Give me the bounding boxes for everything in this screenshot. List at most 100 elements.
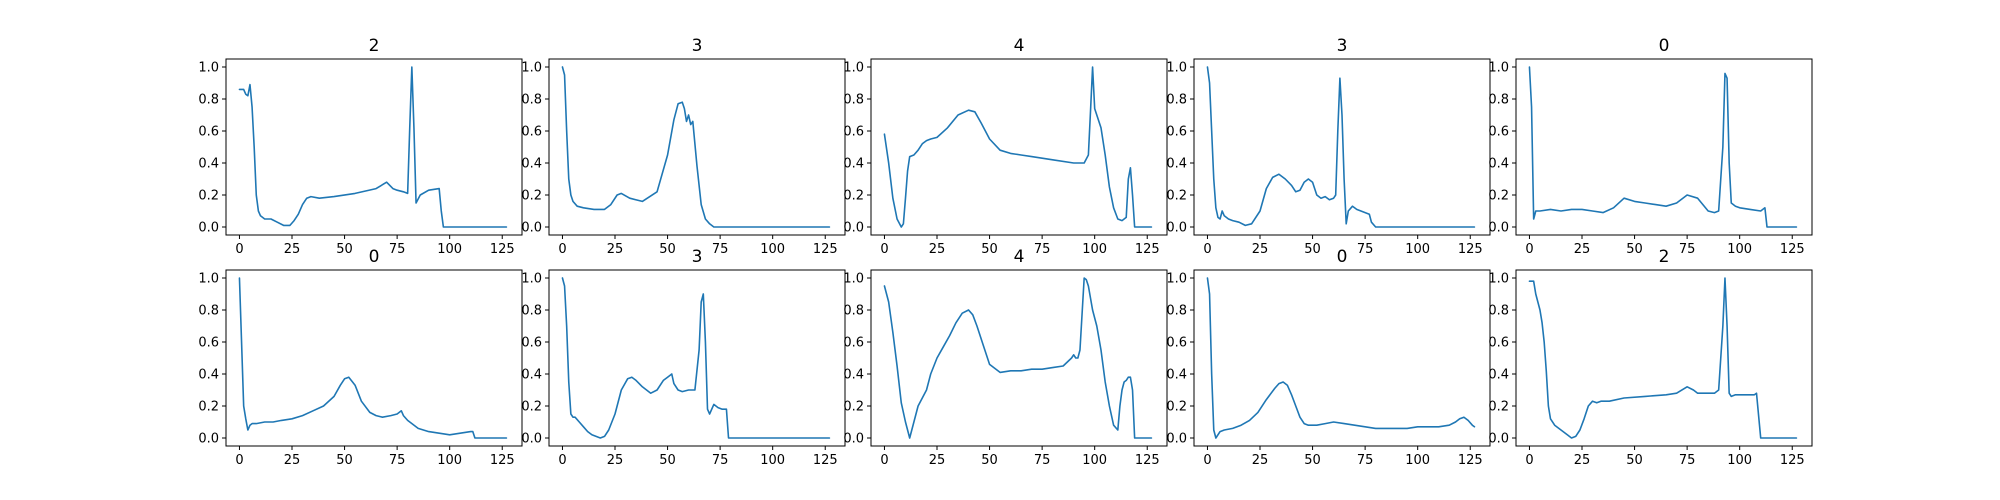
y-tick-label: 0.2 xyxy=(1166,400,1187,415)
y-tick-label: 1.0 xyxy=(521,272,542,287)
subplot-9: 0 0 25 50 75 100 125 0.0 0.2 0.4 0.6 0.8 1.0 xyxy=(1166,247,1491,468)
axes-frame xyxy=(225,58,523,236)
x-tick-label: 100 xyxy=(1082,453,1107,468)
y-tick-label: 0.8 xyxy=(198,304,219,319)
y-tick-label: 0.2 xyxy=(198,189,219,204)
x-tick-label: 25 xyxy=(607,453,624,468)
x-tick-label: 100 xyxy=(1405,242,1430,257)
y-tick-label: 0.8 xyxy=(1166,304,1187,319)
y-tick-label: 0.0 xyxy=(843,221,864,236)
y-tick-label: 0.6 xyxy=(843,125,864,140)
y-tick-label: 0.0 xyxy=(1488,221,1509,236)
x-tick-label: 0 xyxy=(1525,453,1533,468)
axes-frame xyxy=(1193,58,1491,236)
x-tick-label: 0 xyxy=(235,453,243,468)
x-tick-label: 100 xyxy=(1082,242,1107,257)
y-tick-label: 0.6 xyxy=(1166,336,1187,351)
subplot-title: 0 xyxy=(369,247,380,267)
y-tick-label: 0.8 xyxy=(1166,93,1187,108)
y-tick-label: 0.2 xyxy=(521,400,542,415)
y-tick-label: 0.6 xyxy=(1488,125,1509,140)
y-tick-label: 0.8 xyxy=(843,304,864,319)
series-line xyxy=(238,66,508,228)
axes-frame xyxy=(1515,269,1813,447)
x-tick-label: 25 xyxy=(1574,453,1591,468)
x-tick-label: 50 xyxy=(1626,242,1643,257)
x-tick-label: 75 xyxy=(389,242,406,257)
subplot-4: 3 0 25 50 75 100 125 0.0 0.2 0.4 0.6 0.8 1.0 xyxy=(1166,36,1491,257)
x-tick-label: 125 xyxy=(1135,242,1160,257)
x-tick-label: 100 xyxy=(1727,453,1752,468)
x-tick-label: 50 xyxy=(1304,242,1321,257)
x-tick-label: 0 xyxy=(558,242,566,257)
axes-frame xyxy=(548,269,846,447)
y-tick-label: 0.4 xyxy=(521,157,542,172)
y-tick-label: 0.8 xyxy=(1488,93,1509,108)
x-tick-label: 75 xyxy=(1034,242,1051,257)
x-tick-label: 100 xyxy=(437,242,462,257)
y-tick-label: 0.8 xyxy=(198,93,219,108)
series-line xyxy=(1206,66,1476,228)
x-tick-label: 25 xyxy=(607,242,624,257)
series-line xyxy=(561,66,831,228)
x-tick-label: 75 xyxy=(712,242,729,257)
y-tick-label: 0.2 xyxy=(843,400,864,415)
y-tick-label: 0.4 xyxy=(1166,157,1187,172)
x-tick-label: 75 xyxy=(1679,242,1696,257)
x-tick-label: 0 xyxy=(558,453,566,468)
x-tick-label: 25 xyxy=(1252,242,1269,257)
x-tick-label: 50 xyxy=(1304,453,1321,468)
x-tick-label: 25 xyxy=(1574,242,1591,257)
y-tick-label: 0.0 xyxy=(1488,432,1509,447)
subplot-title: 3 xyxy=(1337,36,1348,56)
x-tick-label: 0 xyxy=(880,453,888,468)
x-tick-label: 0 xyxy=(1525,242,1533,257)
x-tick-label: 75 xyxy=(389,453,406,468)
x-tick-label: 25 xyxy=(284,242,301,257)
x-tick-label: 75 xyxy=(1357,453,1374,468)
axes-frame xyxy=(870,58,1168,236)
y-tick-label: 1.0 xyxy=(198,61,219,76)
y-tick-label: 0.0 xyxy=(1166,432,1187,447)
subplot-title: 0 xyxy=(1337,247,1348,267)
x-tick-label: 125 xyxy=(1458,453,1483,468)
axes-frame xyxy=(1515,58,1813,236)
y-tick-label: 0.0 xyxy=(521,432,542,447)
x-tick-label: 25 xyxy=(929,242,946,257)
subplot-1: 2 0 25 50 75 100 125 0.0 0.2 0.4 0.6 0.8 1.0 xyxy=(198,36,523,257)
x-tick-label: 25 xyxy=(284,453,301,468)
series-line xyxy=(883,66,1153,228)
x-tick-label: 0 xyxy=(1203,453,1211,468)
x-tick-label: 125 xyxy=(1135,453,1160,468)
x-tick-label: 50 xyxy=(336,242,353,257)
y-tick-label: 0.4 xyxy=(198,368,219,383)
y-tick-label: 0.6 xyxy=(198,336,219,351)
subplot-title: 4 xyxy=(1014,36,1025,56)
y-tick-label: 0.2 xyxy=(1488,400,1509,415)
subplot-title: 2 xyxy=(1659,247,1670,267)
y-tick-label: 0.6 xyxy=(521,125,542,140)
axes-frame xyxy=(870,269,1168,447)
series-line xyxy=(1206,277,1476,439)
x-tick-label: 50 xyxy=(659,242,676,257)
y-tick-label: 1.0 xyxy=(843,61,864,76)
series-line xyxy=(883,277,1153,439)
y-tick-label: 0.8 xyxy=(521,93,542,108)
y-tick-label: 0.0 xyxy=(1166,221,1187,236)
series-line xyxy=(1528,277,1798,439)
y-tick-label: 0.4 xyxy=(843,368,864,383)
subplot-10: 2 0 25 50 75 100 125 0.0 0.2 0.4 0.6 0.8 1.0 xyxy=(1488,247,1813,468)
y-tick-label: 0.6 xyxy=(1488,336,1509,351)
y-tick-label: 0.4 xyxy=(198,157,219,172)
y-tick-label: 0.8 xyxy=(1488,304,1509,319)
subplot-6: 0 0 25 50 75 100 125 0.0 0.2 0.4 0.6 0.8 1.0 xyxy=(198,247,523,468)
subplot-title: 4 xyxy=(1014,247,1025,267)
y-tick-label: 0.0 xyxy=(198,432,219,447)
x-tick-label: 75 xyxy=(712,453,729,468)
x-tick-label: 100 xyxy=(437,453,462,468)
y-tick-label: 0.4 xyxy=(1166,368,1187,383)
axes-frame xyxy=(1193,269,1491,447)
axes-frame xyxy=(548,58,846,236)
x-tick-label: 75 xyxy=(1034,453,1051,468)
